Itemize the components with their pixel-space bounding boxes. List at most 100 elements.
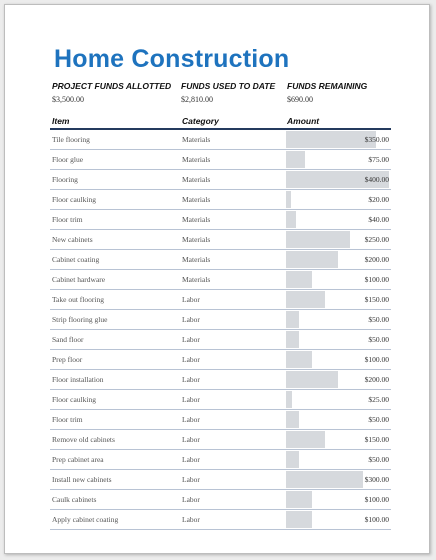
row-category: Labor <box>182 415 200 424</box>
amount-bar <box>286 331 299 348</box>
amount-bar <box>286 151 305 168</box>
document-page: Home Construction PROJECT FUNDS ALLOTTED… <box>4 4 430 554</box>
table-header: Item Category Amount <box>50 113 391 130</box>
row-category: Materials <box>182 155 211 164</box>
table-row: Cabinet coating Materials $200.00 <box>50 250 391 270</box>
row-amount: $100.00 <box>364 355 389 364</box>
row-item: Caulk cabinets <box>52 495 97 504</box>
row-item: Cabinet hardware <box>52 275 106 284</box>
column-header-amount: Amount <box>287 116 320 126</box>
amount-bar <box>286 211 296 228</box>
row-item: Floor glue <box>52 155 84 164</box>
funds-allotted-label: PROJECT FUNDS ALLOTTED <box>52 81 172 91</box>
funds-used-summary: FUNDS USED TO DATE $2,810.00 <box>181 81 275 104</box>
row-amount: $50.00 <box>368 415 389 424</box>
row-category: Labor <box>182 355 200 364</box>
table-row: Sand floor Labor $50.00 <box>50 330 391 350</box>
row-amount: $150.00 <box>364 435 389 444</box>
amount-bar <box>286 231 350 248</box>
row-item: Floor caulking <box>52 195 96 204</box>
row-amount: $150.00 <box>364 295 389 304</box>
amount-bar <box>286 311 299 328</box>
row-category: Materials <box>182 195 211 204</box>
row-amount: $20.00 <box>368 195 389 204</box>
table-row: Floor trim Labor $50.00 <box>50 410 391 430</box>
row-amount: $300.00 <box>364 475 389 484</box>
row-amount: $400.00 <box>364 175 389 184</box>
row-amount: $100.00 <box>364 495 389 504</box>
row-amount: $40.00 <box>368 215 389 224</box>
row-category: Materials <box>182 275 211 284</box>
funds-remaining-summary: FUNDS REMAINING $690.00 <box>287 81 367 104</box>
funds-allotted-summary: PROJECT FUNDS ALLOTTED $3,500.00 <box>52 81 171 104</box>
row-item: Remove old cabinets <box>52 435 115 444</box>
row-amount: $100.00 <box>364 515 389 524</box>
table-row: Floor installation Labor $200.00 <box>50 370 391 390</box>
amount-bar <box>286 511 312 528</box>
row-item: Floor installation <box>52 375 104 384</box>
row-amount: $25.00 <box>368 395 389 404</box>
table-row: Prep floor Labor $100.00 <box>50 350 391 370</box>
row-amount: $100.00 <box>364 275 389 284</box>
funds-remaining-value: $690.00 <box>287 95 313 104</box>
table-row: Tile flooring Materials $350.00 <box>50 130 391 150</box>
row-item: Take out flooring <box>52 295 104 304</box>
row-category: Labor <box>182 435 200 444</box>
amount-bar <box>286 431 325 448</box>
amount-bar <box>286 191 291 208</box>
row-category: Labor <box>182 335 200 344</box>
funds-used-label: FUNDS USED TO DATE <box>181 81 276 91</box>
row-item: New cabinets <box>52 235 93 244</box>
row-amount: $200.00 <box>364 255 389 264</box>
row-category: Materials <box>182 255 211 264</box>
row-amount: $200.00 <box>364 375 389 384</box>
row-amount: $350.00 <box>364 135 389 144</box>
table-row: Remove old cabinets Labor $150.00 <box>50 430 391 450</box>
row-item: Prep cabinet area <box>52 455 104 464</box>
table-row: Strip flooring glue Labor $50.00 <box>50 310 391 330</box>
funds-remaining-label: FUNDS REMAINING <box>287 81 368 91</box>
column-header-item: Item <box>52 116 70 126</box>
row-item: Cabinet coating <box>52 255 100 264</box>
table-row: Floor caulking Labor $25.00 <box>50 390 391 410</box>
amount-bar <box>286 371 338 388</box>
table-row: Caulk cabinets Labor $100.00 <box>50 490 391 510</box>
row-amount: $50.00 <box>368 335 389 344</box>
amount-bar <box>286 171 389 188</box>
amount-bar <box>286 471 363 488</box>
row-category: Materials <box>182 175 211 184</box>
amount-bar <box>286 391 292 408</box>
row-category: Labor <box>182 515 200 524</box>
row-item: Prep floor <box>52 355 83 364</box>
page-title: Home Construction <box>54 45 290 73</box>
row-item: Install new cabinets <box>52 475 112 484</box>
row-category: Labor <box>182 475 200 484</box>
table-row: Cabinet hardware Materials $100.00 <box>50 270 391 290</box>
row-category: Labor <box>182 295 200 304</box>
table-row: Install new cabinets Labor $300.00 <box>50 470 391 490</box>
amount-bar <box>286 291 325 308</box>
table-row: Floor caulking Materials $20.00 <box>50 190 391 210</box>
table-row: Apply cabinet coating Labor $100.00 <box>50 510 391 530</box>
row-item: Floor caulking <box>52 395 96 404</box>
row-category: Labor <box>182 455 200 464</box>
expense-table-body: Tile flooring Materials $350.00 Floor glue M… <box>50 130 391 530</box>
table-row: Prep cabinet area Labor $50.00 <box>50 450 391 470</box>
amount-bar <box>286 491 312 508</box>
amount-bar <box>286 131 376 148</box>
row-amount: $75.00 <box>368 155 389 164</box>
amount-bar <box>286 451 299 468</box>
table-row: Take out flooring Labor $150.00 <box>50 290 391 310</box>
row-category: Materials <box>182 215 211 224</box>
funds-used-value: $2,810.00 <box>181 95 213 104</box>
row-category: Labor <box>182 395 200 404</box>
row-item: Apply cabinet coating <box>52 515 119 524</box>
amount-bar <box>286 271 312 288</box>
row-item: Floor trim <box>52 415 83 424</box>
column-header-category: Category <box>182 116 219 126</box>
amount-bar <box>286 411 299 428</box>
row-amount: $50.00 <box>368 455 389 464</box>
row-amount: $50.00 <box>368 315 389 324</box>
row-item: Flooring <box>52 175 78 184</box>
row-category: Labor <box>182 375 200 384</box>
